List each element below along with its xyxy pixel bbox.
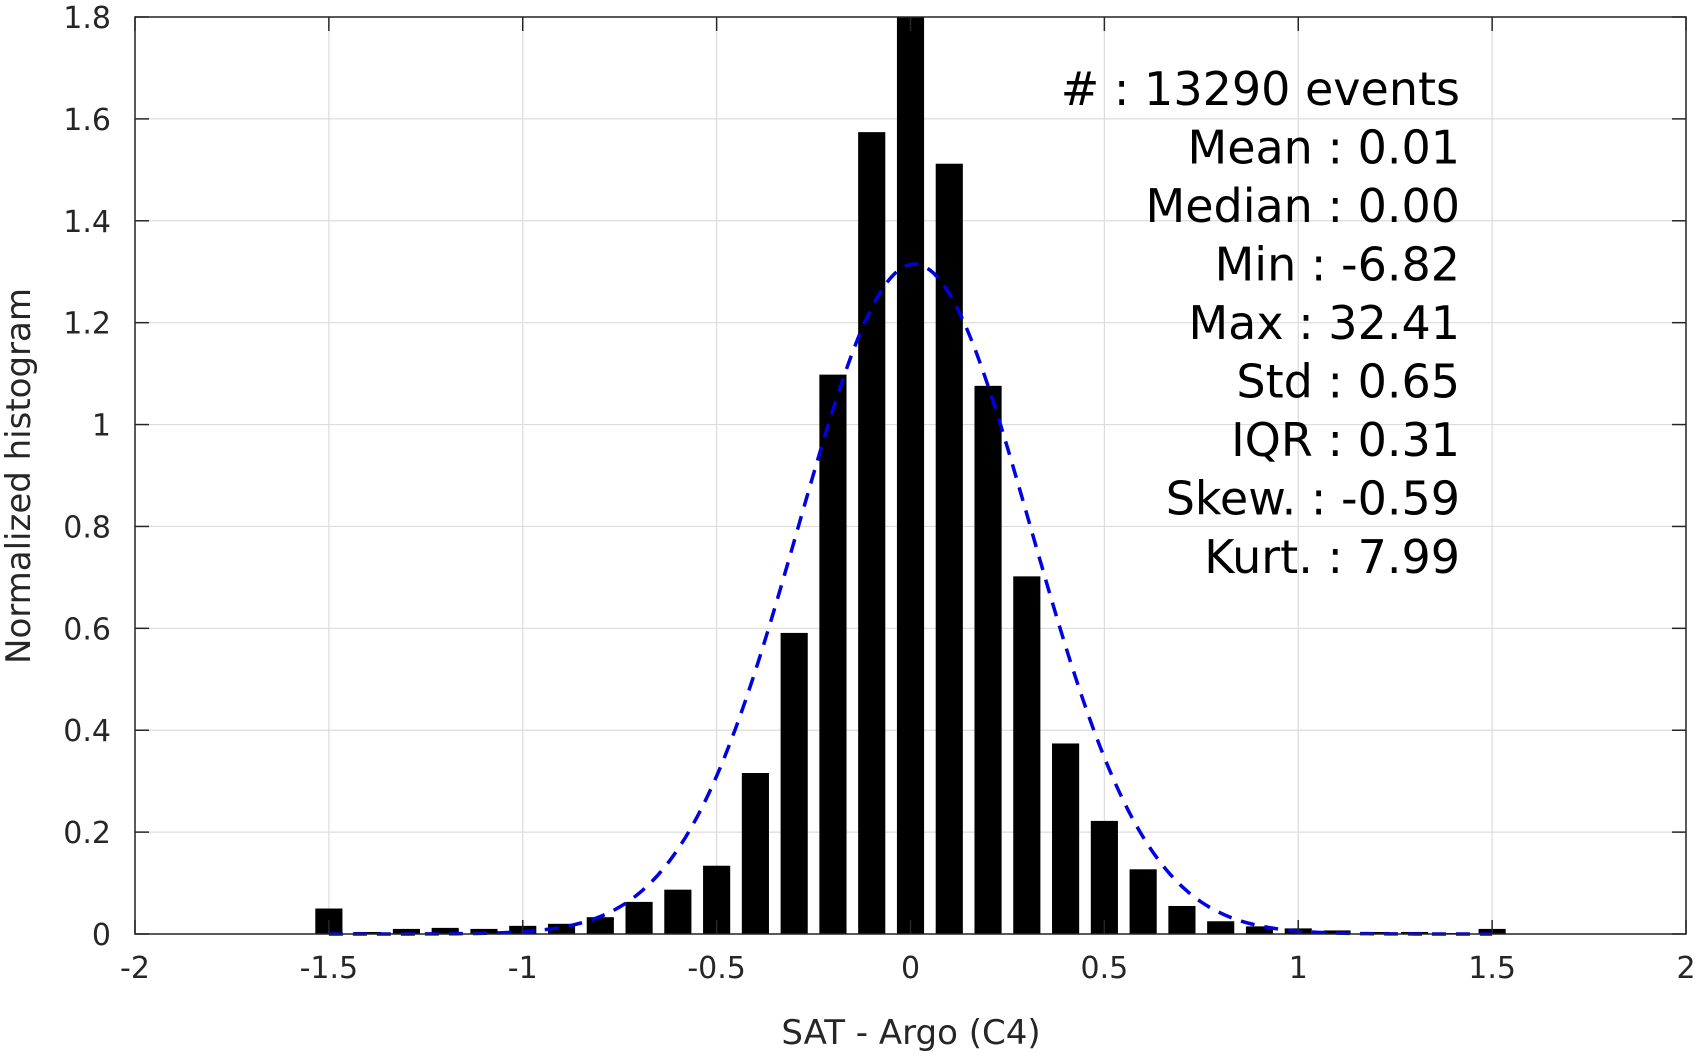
x-axis-label: SAT - Argo (C4) [781,1013,1040,1053]
stat-row: IQR : 0.31 [1231,413,1460,467]
y-tick-label: 0.6 [63,612,111,647]
histogram-bar [547,923,576,934]
histogram-bar [1207,921,1235,934]
histogram-bar [1245,926,1274,934]
histogram-bar [1052,743,1080,934]
stat-row: # : 13290 events [1061,62,1460,116]
y-tick-label: 0.2 [63,816,111,851]
y-tick-label: 1.4 [63,205,111,240]
x-axis-ticks: -2 -1.5 -1 -0.5 0 0.5 1 1.5 2 [120,17,1696,986]
stat-row: Kurt. : 7.99 [1204,530,1460,584]
x-tick-label: 0 [901,951,920,986]
stat-row: Max : 32.41 [1188,296,1460,350]
histogram-bar [470,928,498,934]
y-tick-label: 1.6 [63,103,111,138]
x-tick-label: -1 [508,951,538,986]
x-tick-label: -1.5 [300,951,359,986]
stat-row: Std : 0.65 [1236,355,1460,409]
y-tick-label: 1 [92,409,111,444]
histogram-bar [780,632,808,934]
stat-row: Median : 0.00 [1146,179,1460,233]
x-tick-label: -0.5 [687,951,746,986]
x-tick-label: 2 [1676,951,1695,986]
y-tick-label: 0.8 [63,510,111,545]
y-tick-label: 1.8 [63,1,111,36]
x-tick-label: 0.5 [1081,951,1129,986]
histogram-bar [354,931,382,934]
y-tick-label: 0 [92,918,111,953]
x-tick-label: 1.5 [1468,951,1516,986]
y-tick-label: 1.2 [63,307,111,342]
histogram-bar [858,132,886,934]
histogram-bar [392,928,420,934]
y-tick-label: 0.4 [63,714,111,749]
histogram-bars [315,17,1506,935]
histogram-bar [1129,869,1157,934]
y-axis-ticks: 0 0.2 0.4 0.6 0.8 1 1.2 1.4 1.6 1.8 [63,1,1686,953]
histogram-bar [896,17,925,934]
histogram-bar [1168,905,1196,934]
histogram-bar [741,773,769,934]
histogram-bar [1090,820,1118,934]
histogram-bar [664,889,692,934]
histogram-bar [1362,931,1390,934]
x-tick-label: 1 [1289,951,1308,986]
histogram-bar [586,917,614,934]
histogram-bar [1013,576,1041,934]
histogram-bar [974,385,1002,934]
histogram-bar [431,927,459,934]
histogram-bar [625,901,653,934]
stat-row: Skew. : -0.59 [1166,472,1460,526]
histogram-bar [819,374,847,934]
y-axis-label: Normalized histogram [0,288,39,664]
stat-row: Mean : 0.01 [1188,121,1461,175]
histogram-bar [935,163,963,935]
stat-row: Min : -6.82 [1215,238,1460,292]
x-tick-label: -2 [120,951,150,986]
